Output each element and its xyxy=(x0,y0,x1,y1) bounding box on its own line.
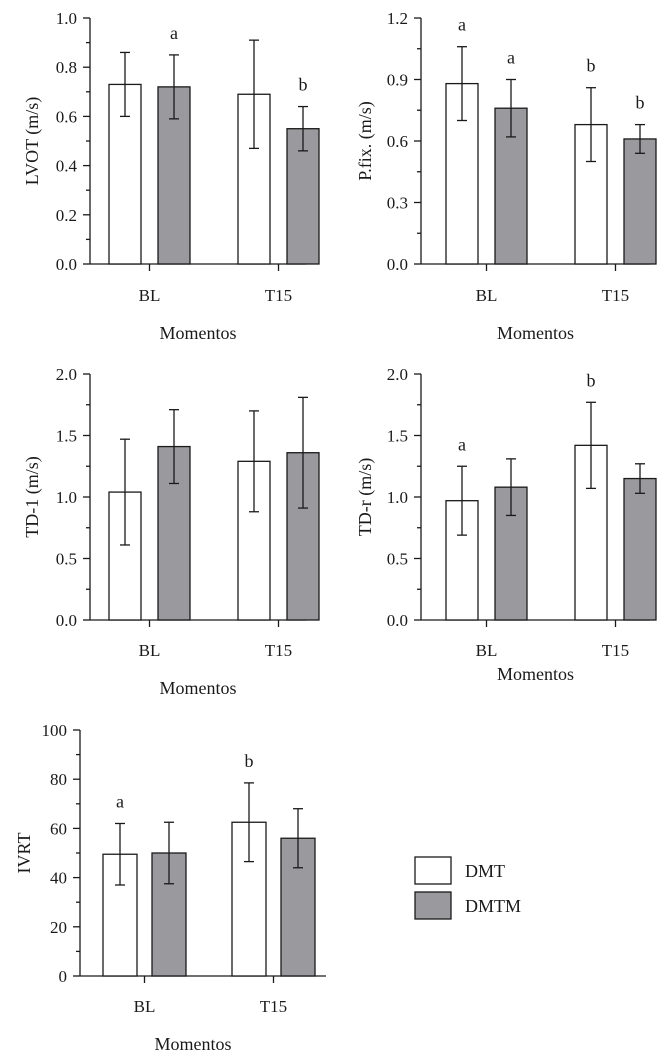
chart-panel-1: 0.0 0.2 0.4 0.6 0.8 1.0 LVOT (m/s) BL T15 Momento… xyxy=(22,9,320,343)
y-axis-label: IVRT xyxy=(14,833,34,874)
y-tick-label: 100 xyxy=(42,721,68,740)
y-tick-label: 1.0 xyxy=(387,488,408,507)
y-axis-label: TD-r (m/s) xyxy=(355,458,376,536)
x-axis-label: Momentos xyxy=(159,323,236,343)
y-tick-label: 1.5 xyxy=(56,427,77,446)
x-axis-label: Momentos xyxy=(154,1034,231,1054)
bar-dmtm-t15 xyxy=(623,138,657,265)
y-axis-label: P.fix. (m/s) xyxy=(355,101,376,181)
y-tick-label: 0.6 xyxy=(387,132,408,151)
y-tick-label: 2.0 xyxy=(387,365,408,384)
y-tick-label: 20 xyxy=(50,918,67,937)
bar-dmtm-bl xyxy=(157,445,191,621)
y-tick-label: 0.3 xyxy=(387,194,408,213)
significance-letter: a xyxy=(116,791,124,811)
x-tick-label: T15 xyxy=(260,997,287,1016)
y-tick-label: 0.6 xyxy=(56,107,77,126)
significance-letter: a xyxy=(458,434,466,454)
legend-swatch-dmtm xyxy=(414,891,452,920)
x-tick-label: BL xyxy=(134,997,156,1016)
chart-panel-2: 0.0 0.3 0.6 0.9 1.2 P.fix. (m/s) BL T15 Momentos… xyxy=(355,9,657,343)
x-tick-label: T15 xyxy=(602,286,629,305)
y-tick-label: 2.0 xyxy=(56,365,77,384)
legend-label-dmt: DMT xyxy=(465,861,505,881)
y-tick-label: 80 xyxy=(50,770,67,789)
significance-letter: a xyxy=(170,23,178,43)
legend-swatch-dmt xyxy=(414,856,452,885)
y-tick-label: 0.0 xyxy=(56,611,77,630)
y-tick-label: 1.5 xyxy=(387,427,408,446)
y-tick-label: 40 xyxy=(50,869,67,888)
y-tick-label: 0.2 xyxy=(56,206,77,225)
significance-letter: a xyxy=(458,15,466,35)
x-tick-label: T15 xyxy=(265,286,292,305)
significance-letter: b xyxy=(587,56,596,76)
y-tick-label: 1.0 xyxy=(56,488,77,507)
significance-letter: b xyxy=(299,75,308,95)
significance-letter: b xyxy=(587,370,596,390)
y-tick-label: 0.0 xyxy=(387,255,408,274)
bar-dmtm-t15 xyxy=(623,477,657,621)
chart-panel-3: 0.0 0.5 1.0 1.5 2.0 TD-1 (m/s) BL T15 Momentos xyxy=(22,365,320,698)
x-tick-label: BL xyxy=(139,641,161,660)
y-tick-label: 1.0 xyxy=(56,9,77,28)
y-tick-label: 1.2 xyxy=(387,9,408,28)
y-tick-label: 0.9 xyxy=(387,71,408,90)
y-axis-label: LVOT (m/s) xyxy=(22,97,43,186)
y-tick-label: 0 xyxy=(59,967,68,986)
chart-panel-4: 0.0 0.5 1.0 1.5 2.0 TD-r (m/s) BL T15 Momentos a b xyxy=(355,365,657,684)
y-axis-label: TD-1 (m/s) xyxy=(22,456,43,537)
x-axis-label: Momentos xyxy=(497,323,574,343)
legend: DMT DMTM xyxy=(414,856,521,920)
significance-letter: b xyxy=(636,93,645,113)
x-tick-label: BL xyxy=(476,641,498,660)
y-tick-label: 0.0 xyxy=(56,255,77,274)
y-tick-label: 0.0 xyxy=(387,611,408,630)
x-tick-label: T15 xyxy=(265,641,292,660)
bar-dmt-bl xyxy=(445,500,479,621)
y-tick-label: 60 xyxy=(50,819,67,838)
x-tick-label: BL xyxy=(476,286,498,305)
x-axis-label: Momentos xyxy=(497,664,574,684)
chart-panel-5: 0 20 40 60 80 100 IVRT BL T15 Momentos a b xyxy=(14,721,326,1054)
y-tick-label: 0.5 xyxy=(56,550,77,569)
y-tick-label: 0.5 xyxy=(387,550,408,569)
x-axis-label: Momentos xyxy=(159,678,236,698)
x-tick-label: T15 xyxy=(602,641,629,660)
x-tick-label: BL xyxy=(139,286,161,305)
significance-letter: b xyxy=(245,751,254,771)
y-tick-label: 0.8 xyxy=(56,58,77,77)
legend-label-dmtm: DMTM xyxy=(465,896,521,916)
y-tick-label: 0.4 xyxy=(56,157,78,176)
significance-letter: a xyxy=(507,48,515,68)
